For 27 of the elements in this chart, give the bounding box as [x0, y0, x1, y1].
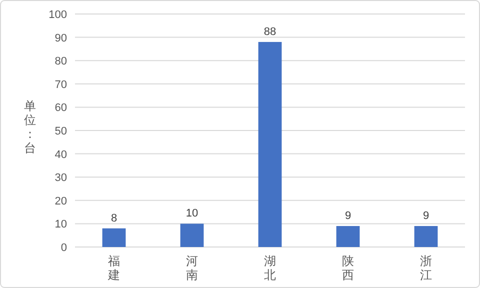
data-label: 88 — [264, 26, 276, 38]
y-tick-label: 100 — [48, 9, 67, 21]
x-tick-label: 陕西 — [342, 254, 354, 282]
x-tick-label: 福建 — [107, 254, 120, 282]
bar — [414, 226, 438, 247]
y-tick-label: 70 — [54, 78, 67, 91]
data-label: 9 — [422, 210, 430, 222]
y-tick-label: 50 — [54, 126, 67, 138]
y-tick-label: 20 — [54, 195, 67, 208]
x-tick-label: 河南 — [186, 254, 198, 282]
data-label: 8 — [110, 212, 118, 224]
y-tick-label: 80 — [54, 56, 67, 68]
data-label: 10 — [186, 208, 198, 220]
y-tick-label: 30 — [54, 172, 67, 184]
y-axis-title: 单位：台 — [24, 99, 36, 155]
bar — [102, 228, 126, 247]
bar — [258, 42, 282, 247]
y-tick-label: 60 — [54, 102, 67, 114]
y-tick-label: 10 — [54, 218, 67, 231]
y-tick-label: 0 — [60, 242, 67, 254]
x-tick-label: 浙江 — [420, 254, 432, 282]
bar — [180, 224, 204, 247]
x-tick-label: 湖北 — [264, 254, 276, 282]
bar — [336, 226, 360, 247]
y-tick-label: 40 — [54, 148, 67, 161]
data-label: 9 — [344, 210, 352, 222]
y-tick-label: 90 — [54, 32, 67, 44]
